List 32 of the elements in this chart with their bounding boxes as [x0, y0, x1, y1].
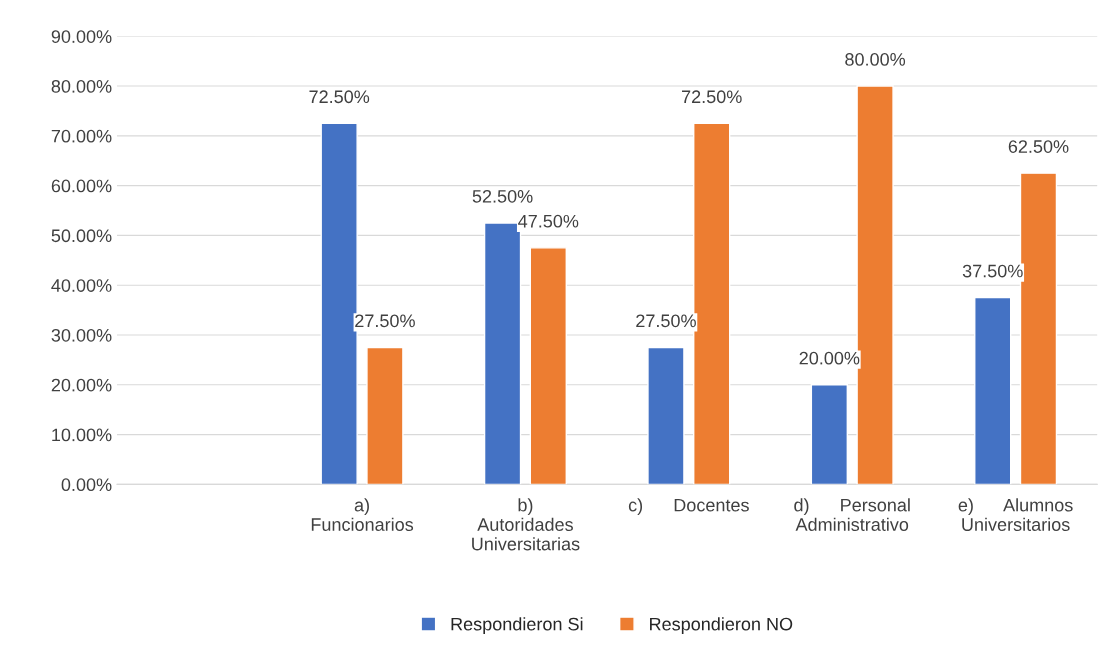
bar	[974, 296, 1012, 485]
legend-label: Respondieron NO	[650, 617, 793, 635]
y-tick-label: 40.00%	[51, 279, 112, 292]
y-tick-label: 20.00%	[51, 378, 112, 392]
x-tick-label: e) Alumnos Universitarios	[958, 498, 1073, 531]
bar	[810, 384, 849, 485]
data-label: 37.50%	[962, 264, 1023, 278]
y-tick-label: 60.00%	[51, 179, 112, 193]
bar	[647, 346, 685, 485]
y-tick-label: 30.00%	[51, 328, 112, 342]
x-tick-label: b) Autoridades Universitarias	[472, 498, 580, 551]
y-tick-label: 70.00%	[51, 129, 112, 143]
x-tick-label: d) Personal Administrativo	[794, 498, 910, 531]
data-label: 72.50%	[309, 90, 370, 104]
data-label: 27.50%	[636, 314, 696, 328]
data-label: 72.50%	[682, 90, 742, 104]
y-tick-label: 50.00%	[51, 229, 112, 243]
x-tick-label: c) Docentes	[628, 498, 749, 516]
bar	[366, 346, 404, 485]
bar	[529, 247, 567, 485]
data-label: 80.00%	[845, 53, 906, 66]
y-tick-label: 80.00%	[51, 79, 112, 93]
y-tick-label: 0.00%	[61, 478, 112, 492]
legend-label: Respondieron Si	[451, 617, 583, 635]
data-label: 47.50%	[518, 214, 579, 228]
data-label: 62.50%	[1008, 140, 1069, 153]
data-label: 52.50%	[472, 189, 533, 203]
y-tick-label: 10.00%	[52, 428, 112, 442]
y-tick-label: 90.00%	[51, 30, 112, 43]
data-label: 20.00%	[799, 351, 860, 365]
x-tick-label: a) Funcionarios	[311, 498, 414, 531]
data-label: 27.50%	[355, 314, 415, 328]
